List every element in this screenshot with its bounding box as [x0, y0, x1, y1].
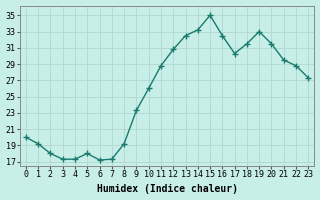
X-axis label: Humidex (Indice chaleur): Humidex (Indice chaleur): [97, 184, 237, 194]
